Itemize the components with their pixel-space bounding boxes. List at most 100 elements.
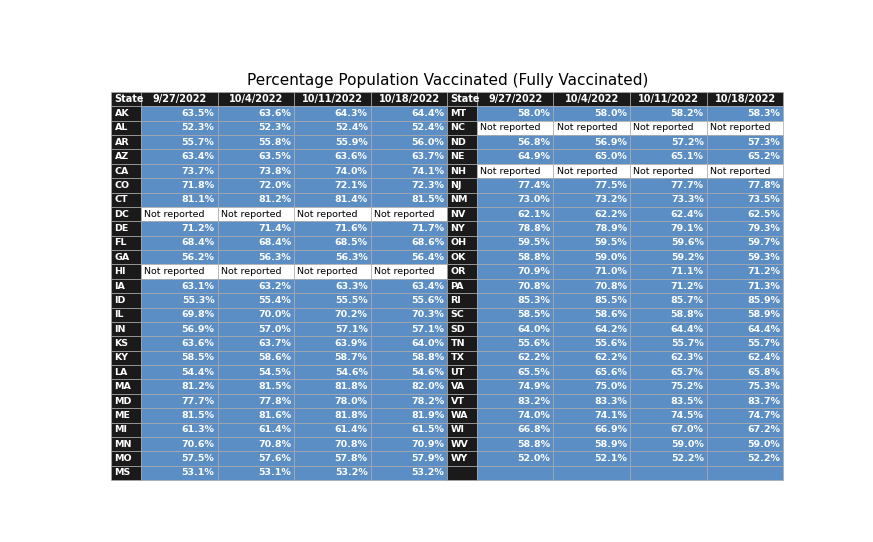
Text: 54.4%: 54.4% [182,368,215,377]
Bar [294,207,371,221]
Text: 73.2%: 73.2% [595,195,627,204]
Bar [477,236,553,250]
Bar [112,365,141,379]
Text: 62.2%: 62.2% [518,353,550,363]
Text: VT: VT [450,397,464,405]
Text: 74.0%: 74.0% [518,411,550,420]
Bar [630,451,707,466]
Bar [371,221,448,236]
Bar [217,207,294,221]
Bar [371,365,448,379]
Text: 63.6%: 63.6% [258,109,291,118]
Bar [112,236,141,250]
Bar [371,423,448,437]
Bar [371,121,448,135]
Bar [477,221,553,236]
Text: IL: IL [114,310,124,319]
Bar [371,379,448,394]
Text: 61.4%: 61.4% [258,425,291,434]
Bar [553,379,630,394]
Text: 52.1%: 52.1% [595,454,627,463]
Text: Not reported: Not reported [144,267,204,276]
Text: 65.2%: 65.2% [747,152,780,161]
Bar [141,379,217,394]
Text: 70.9%: 70.9% [411,440,444,449]
Text: GA: GA [114,253,130,262]
Bar [707,408,783,423]
Bar [630,92,707,106]
Text: 58.8%: 58.8% [518,440,550,449]
Bar [448,264,477,279]
Text: State: State [114,94,144,104]
Bar [630,394,707,408]
Bar [477,379,553,394]
Text: VA: VA [450,382,464,391]
Text: MA: MA [114,382,132,391]
Bar [217,192,294,207]
Bar [112,150,141,164]
Text: 85.7%: 85.7% [670,296,704,305]
Text: 63.1%: 63.1% [182,281,215,291]
Text: 56.9%: 56.9% [595,138,627,147]
Bar [448,322,477,337]
Text: 63.5%: 63.5% [258,152,291,161]
Bar [477,121,553,135]
Bar [448,308,477,322]
Text: SC: SC [450,310,464,319]
Bar [553,351,630,365]
Bar [448,394,477,408]
Bar [112,192,141,207]
Text: 71.3%: 71.3% [747,281,780,291]
Bar [294,221,371,236]
Bar [707,293,783,308]
Text: 71.8%: 71.8% [182,181,215,190]
Text: State: State [450,94,480,104]
Text: Not reported: Not reported [480,124,540,132]
Text: 81.2%: 81.2% [258,195,291,204]
Text: CO: CO [114,181,130,190]
Bar [448,150,477,164]
Text: 71.6%: 71.6% [334,224,368,233]
Text: 77.7%: 77.7% [182,397,215,405]
Text: 65.0%: 65.0% [595,152,627,161]
Bar [448,423,477,437]
Bar [448,337,477,351]
Bar [217,379,294,394]
Bar [553,322,630,337]
Bar [371,466,448,480]
Text: 58.8%: 58.8% [518,253,550,262]
Text: 64.4%: 64.4% [747,325,780,334]
Text: 83.2%: 83.2% [518,397,550,405]
Bar [477,264,553,279]
Bar [707,121,783,135]
Text: 75.3%: 75.3% [747,382,780,391]
Text: 77.5%: 77.5% [595,181,627,190]
Bar [707,308,783,322]
Bar [477,279,553,293]
Bar [371,308,448,322]
Text: 58.9%: 58.9% [747,310,780,319]
Bar [448,207,477,221]
Bar [112,351,141,365]
Text: 55.4%: 55.4% [258,296,291,305]
Bar [553,466,630,480]
Text: 61.4%: 61.4% [334,425,368,434]
Text: 78.8%: 78.8% [517,224,550,233]
Bar [448,365,477,379]
Text: 70.8%: 70.8% [258,440,291,449]
Text: 52.2%: 52.2% [747,454,780,463]
Bar [553,423,630,437]
Text: 64.4%: 64.4% [411,109,444,118]
Text: 52.4%: 52.4% [335,124,368,132]
Text: 53.2%: 53.2% [411,468,444,478]
Text: 56.2%: 56.2% [182,253,215,262]
Text: Not reported: Not reported [297,210,358,218]
Bar [448,236,477,250]
Text: 82.0%: 82.0% [411,382,444,391]
Text: 68.4%: 68.4% [258,238,291,247]
Text: 70.3%: 70.3% [411,310,444,319]
Bar [371,236,448,250]
Bar [553,308,630,322]
Text: 71.0%: 71.0% [595,267,627,276]
Bar [141,106,217,121]
